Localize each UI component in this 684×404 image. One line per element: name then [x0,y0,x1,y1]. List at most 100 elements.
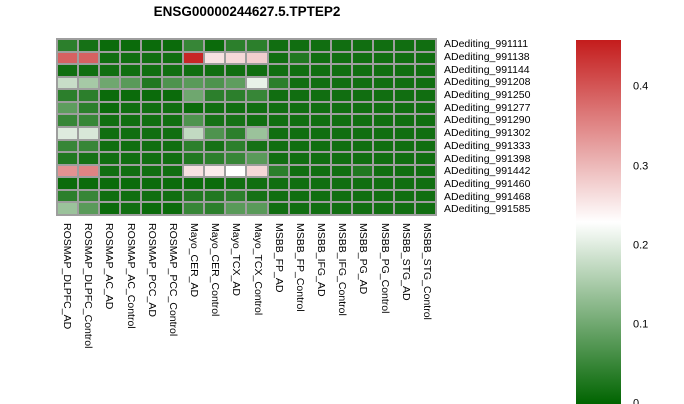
heatmap-cell [415,65,435,76]
heatmap-cell [268,65,288,76]
heatmap-cell [268,127,288,139]
heatmap-cell [352,190,372,202]
heatmap-cell [142,77,162,89]
heatmap-cell [121,203,141,214]
heatmap-cell [247,102,267,114]
heatmap-cell [247,203,267,214]
heatmap-cell [394,65,414,76]
row-label: ADediting_991250 [444,88,531,101]
heatmap-cell [289,77,309,89]
heatmap-grid [56,38,437,216]
colorbar-tick-label: 0.4 [633,80,649,93]
heatmap-cell [79,190,99,202]
heatmap-cell [121,65,141,76]
heatmap-cell [226,77,246,89]
heatmap-cell [121,190,141,202]
heatmap-cell [58,65,78,76]
heatmap-cell [373,65,393,76]
row-label: ADediting_991144 [444,63,530,76]
heatmap-cell [100,115,120,126]
heatmap-cell [352,77,372,89]
col-label-slot: MSBB_PG_Control [374,221,395,401]
heatmap-cell [58,203,78,214]
heatmap-cell [247,165,267,177]
heatmap-cell [58,40,78,51]
row-label: ADediting_991333 [444,139,531,152]
heatmap-cell [352,90,372,101]
heatmap-cell [142,178,162,189]
heatmap-cell [58,52,78,64]
heatmap-cell [352,153,372,164]
col-label: ROSMAP_DLPFC_AD [61,223,73,330]
heatmap-cell [289,140,309,152]
heatmap-cell [58,102,78,114]
row-label: ADediting_991277 [444,101,531,114]
heatmap-cell [310,203,330,214]
heatmap-cell [205,178,225,189]
heatmap-cell [58,140,78,152]
heatmap-cell [58,165,78,177]
heatmap-cell [352,40,372,51]
col-label: Mayo_CER_AD [188,223,201,298]
heatmap-cell [79,52,99,64]
heatmap-cell [205,65,225,76]
heatmap-cell [121,115,141,126]
heatmap-cell [205,90,225,101]
heatmap-cell [121,52,141,64]
heatmap-cell [373,190,393,202]
heatmap-cell [163,65,183,76]
heatmap-cell [310,127,330,139]
heatmap-cell [352,140,372,152]
heatmap-cell [163,115,183,126]
row-label: ADediting_991460 [444,178,531,191]
heatmap-cell [58,127,78,139]
col-label-slot: MSBB_FP_AD [268,221,289,401]
heatmap-cell [121,178,141,189]
heatmap-cell [163,140,183,152]
heatmap-cell [310,140,330,152]
row-label: ADediting_991138 [444,50,530,63]
col-label: MSBB_PG_Control [378,223,391,314]
heatmap-cell [394,165,414,177]
heatmap-cell [163,203,183,214]
heatmap-cell [142,102,162,114]
col-label-slot: Mayo_TCX_Control [247,221,268,401]
heatmap-cell [184,102,204,114]
col-label: ROSMAP_AC_Control [124,223,137,329]
heatmap-cell [163,127,183,139]
heatmap-cell [79,178,99,189]
col-label-slot: MSBB_IFG_Control [331,221,352,401]
heatmap-cell [310,115,330,126]
heatmap-cell [58,178,78,189]
col-label-slot: ROSMAP_AC_Control [120,221,141,401]
heatmap-cell [58,90,78,101]
heatmap-cell [247,90,267,101]
heatmap-cell [373,90,393,101]
heatmap-cell [394,178,414,189]
heatmap-cell [226,190,246,202]
heatmap-cell [142,40,162,51]
heatmap-cell [226,90,246,101]
heatmap-cell [289,127,309,139]
row-label: ADediting_991302 [444,127,531,140]
heatmap-cell [142,153,162,164]
heatmap-cell [352,165,372,177]
heatmap-cell [142,65,162,76]
heatmap-cell [310,40,330,51]
col-label: MSBB_IFG_AD [315,223,328,297]
heatmap-cell [226,102,246,114]
heatmap-cell [226,52,246,64]
col-labels: ROSMAP_DLPFC_AD ROSMAP_DLPFC_Control ROSMA… [56,221,437,401]
heatmap-cell [226,40,246,51]
heatmap-cell [79,165,99,177]
heatmap-cell [331,203,351,214]
col-label: MSBB_STG_AD [399,223,412,301]
heatmap-cell [373,140,393,152]
heatmap-cell [310,190,330,202]
col-label: Mayo_TCX_AD [230,223,243,296]
heatmap-cell [331,102,351,114]
heatmap-cell [352,102,372,114]
colorbar-tick-label: 0.3 [633,160,649,173]
heatmap-cell [352,127,372,139]
heatmap-cell [163,90,183,101]
